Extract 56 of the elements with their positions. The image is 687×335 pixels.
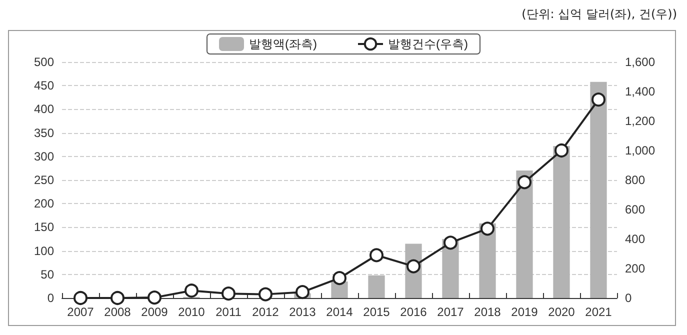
y-tick-label: 100: [34, 244, 54, 258]
point: [74, 291, 88, 305]
point: [554, 144, 568, 158]
point: [370, 248, 384, 262]
point: [592, 92, 606, 107]
x-tick-label: 2017: [437, 305, 464, 319]
point: [518, 175, 532, 190]
y2-tick-label: 1,000: [625, 144, 656, 158]
legend-label: 발행건수(우측): [388, 37, 468, 51]
y2-tick-label: 0: [625, 291, 632, 305]
y-tick-label: 500: [34, 55, 54, 69]
y-tick-label: 450: [34, 78, 54, 93]
point: [184, 284, 198, 298]
point: [296, 285, 310, 300]
y2-tick-label: 400: [625, 232, 646, 246]
bar: [368, 275, 385, 298]
text: (단위: 십억 달러(좌), 건(우)): [522, 6, 677, 23]
x-tick-label: 2019: [511, 305, 538, 319]
point: [258, 287, 272, 302]
legend-label: 발행액(좌측): [249, 37, 318, 51]
y-tick-label: 350: [34, 126, 54, 140]
y-tick-label: 300: [34, 149, 54, 164]
point: [332, 271, 346, 286]
y2-tick-label: 800: [625, 173, 646, 187]
x-tick-label: 2014: [326, 305, 354, 319]
x-tick-label: 2018: [474, 305, 502, 319]
y-tick-label: 200: [34, 196, 54, 211]
x-tick-label: 2012: [252, 305, 280, 319]
x-tick-label: 2013: [289, 305, 316, 319]
point: [222, 286, 236, 301]
point: [110, 291, 124, 305]
x-tick-label: 2007: [67, 305, 94, 319]
bar: [590, 82, 607, 298]
y-tick-label: 400: [34, 102, 54, 116]
x-tick-label: 2020: [548, 305, 576, 319]
bar: [553, 146, 570, 298]
y-tick-label: 0: [47, 291, 54, 305]
x-tick-label: 2021: [585, 305, 612, 319]
y2-tick-label: 600: [625, 202, 646, 216]
y-tick-label: 50: [40, 267, 54, 282]
x-tick-label: 2008: [104, 305, 132, 319]
x-tick-label: 2016: [400, 305, 428, 319]
point: [480, 222, 494, 236]
x-tick-label: 2011: [216, 305, 242, 319]
y2-tick-label: 200: [625, 262, 646, 276]
x-tick-label: 2010: [178, 305, 206, 319]
point: [148, 290, 162, 305]
x-tick-label: 2015: [363, 305, 390, 319]
y2-tick-label: 1,600: [625, 55, 656, 69]
point: [444, 236, 458, 250]
y-tick-label: 250: [34, 173, 54, 187]
y2-tick-label: 1,200: [625, 114, 656, 128]
y2-tick-label: 1,400: [625, 84, 656, 98]
bar: [516, 170, 533, 298]
y-tick-label: 150: [34, 220, 54, 234]
x-tick-label: 2009: [141, 305, 168, 319]
